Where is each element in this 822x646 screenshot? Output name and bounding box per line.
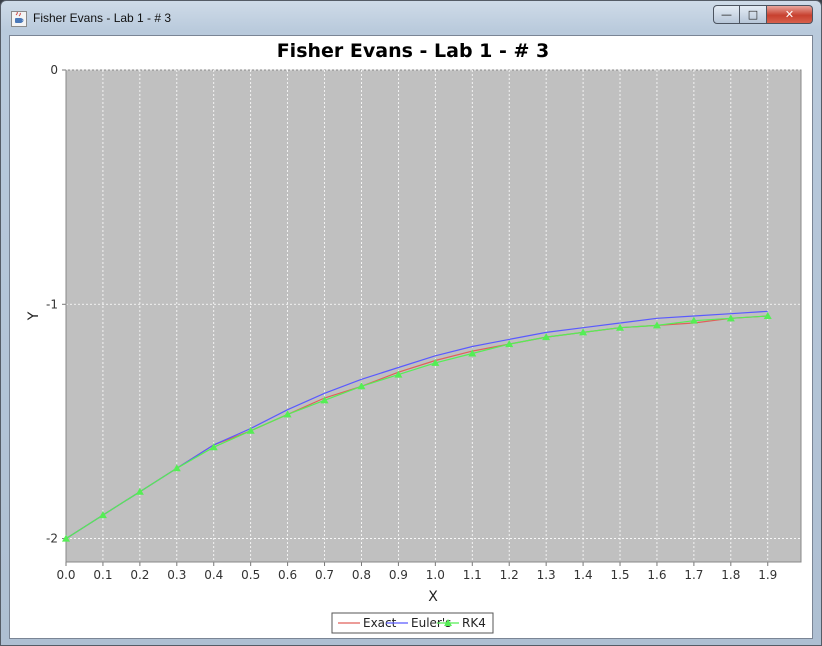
series-line-rk4 — [65, 315, 768, 540]
legend-label-euler-s: Euler's — [411, 616, 451, 630]
x-tick-label: 1.8 — [721, 568, 740, 582]
x-tick-label: 0.8 — [352, 568, 371, 582]
x-tick-label: 1.5 — [610, 568, 629, 582]
legend: Exact Euler's RK4 — [331, 612, 494, 634]
plot-area — [65, 69, 802, 563]
chart-title: Fisher Evans - Lab 1 - # 3 — [277, 40, 550, 62]
rk4-point — [172, 464, 181, 472]
rk4-point — [209, 443, 218, 451]
close-icon: ✕ — [784, 8, 795, 21]
line-chart: Fisher Evans - Lab 1 - # 3 0.0 0.1 0.2 0.3 0… — [26, 40, 802, 634]
x-tick-label: 1.2 — [500, 568, 519, 582]
rk4-point — [689, 316, 698, 324]
x-tick-label: 1.6 — [647, 568, 666, 582]
x-tick-label: 1.0 — [426, 568, 445, 582]
axes: 0.0 0.1 0.2 0.3 0.4 0.5 0.6 0.7 0.8 0.9 1.0 1.1 1.2 1… — [46, 63, 801, 582]
x-tick-label: 0.6 — [278, 568, 297, 582]
y-tick-label: -2 — [46, 532, 58, 546]
minimize-icon: — — [721, 8, 732, 21]
rk4-point — [579, 328, 588, 336]
legend-marker-rk4 — [444, 619, 452, 626]
y-tick-label: -1 — [46, 297, 58, 311]
rk4-point — [357, 382, 366, 390]
window-controls: — □ ✕ — [713, 5, 813, 25]
rk4-point — [542, 333, 551, 341]
series-lines — [65, 310, 768, 540]
rk4-point — [98, 511, 107, 519]
rk4-point — [505, 340, 514, 348]
rk4-markers — [62, 312, 772, 542]
rk4-point — [652, 321, 661, 329]
window-title: Fisher Evans - Lab 1 - # 3 — [33, 11, 172, 25]
rk4-point — [283, 410, 292, 418]
x-tick-label: 1.7 — [684, 568, 703, 582]
x-tick-label: 1.1 — [463, 568, 482, 582]
legend-label-rk4: RK4 — [462, 616, 486, 630]
y-tick-label: 0 — [50, 63, 58, 77]
maximize-button[interactable]: □ — [740, 5, 767, 24]
x-tick-label: 0.2 — [130, 568, 149, 582]
x-tick-label: 1.4 — [574, 568, 593, 582]
rk4-point — [320, 396, 329, 404]
legend-label-exact: Exact — [363, 616, 397, 630]
y-axis-label: Y — [26, 311, 42, 321]
title-bar[interactable]: Fisher Evans - Lab 1 - # 3 — □ ✕ — [1, 1, 821, 35]
x-tick-label: 0.0 — [56, 568, 75, 582]
x-tick-label: 0.4 — [204, 568, 223, 582]
maximize-icon: □ — [747, 8, 759, 21]
java-app-icon[interactable] — [11, 11, 27, 27]
x-tick-label: 1.3 — [537, 568, 556, 582]
rk4-point — [246, 426, 255, 434]
x-tick-label: 0.7 — [315, 568, 334, 582]
x-tick-label: 0.9 — [389, 568, 408, 582]
rk4-point — [394, 370, 403, 378]
x-tick-label: 0.3 — [167, 568, 186, 582]
chart-panel: Fisher Evans - Lab 1 - # 3 0.0 0.1 0.2 0.3 0… — [9, 35, 813, 639]
rk4-point — [468, 349, 477, 357]
rk4-point — [726, 314, 735, 322]
rk4-point — [62, 534, 70, 542]
minimize-button[interactable]: — — [713, 5, 740, 24]
x-axis-label: X — [428, 589, 438, 605]
x-tick-label: 0.5 — [241, 568, 260, 582]
rk4-point — [763, 312, 772, 319]
legend-box — [331, 612, 494, 634]
x-tick-label: 1.9 — [758, 568, 777, 582]
close-button[interactable]: ✕ — [767, 5, 813, 24]
x-tick-label: 0.1 — [93, 568, 112, 582]
rk4-point — [135, 487, 144, 495]
rk4-point — [431, 358, 440, 366]
rk4-point — [616, 323, 625, 331]
